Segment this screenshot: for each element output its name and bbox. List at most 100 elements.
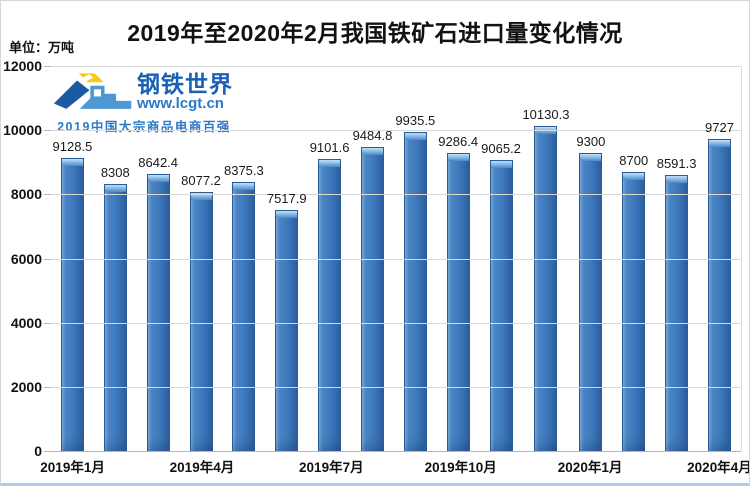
bar-slot: 9128.5 <box>51 66 94 451</box>
unit-label: 单位：万吨 <box>9 40 75 55</box>
gridline <box>51 194 741 196</box>
bar <box>622 171 646 451</box>
logo-brand: 钢铁世界 <box>137 70 233 97</box>
gridline <box>51 386 741 388</box>
x-axis-tick-label: 2019年10月 <box>424 460 497 475</box>
plot-area: 9128.5 8308 8642.4 8077.2 8375.3 7517.9 9101.6… <box>44 66 742 452</box>
bar-slot: 8308 <box>94 66 137 451</box>
bar-value-label: 9101.6 <box>309 140 350 155</box>
bar <box>489 160 513 451</box>
y-axis-tick-label: 2000 <box>10 378 42 395</box>
bar-slot: 8375.3 <box>222 66 265 451</box>
bar-cap <box>319 160 341 167</box>
bar <box>707 138 731 451</box>
bar-cap <box>708 139 730 147</box>
bar-value-label: 8077.2 <box>181 172 221 188</box>
y-axis-tick-label: 10000 <box>3 122 42 139</box>
bar-cap <box>580 153 602 161</box>
bar-cap <box>447 154 469 162</box>
bar-slot: 9935.5 <box>394 66 437 451</box>
x-axis-tick-label: 2020年4月 <box>687 460 750 475</box>
bar-value-label: 9286.4 <box>438 134 479 150</box>
bar <box>446 153 470 451</box>
bar-cap <box>361 147 383 155</box>
x-axis-labels: 2019年1月 2019年4月 2019年7月 2019年10月 2020年1月 2020… <box>40 456 749 475</box>
bar-slot: 8700 <box>612 66 655 451</box>
bar-cap <box>276 210 298 218</box>
x-axis-tick-label: 2020年1月 <box>557 460 623 475</box>
bar-cap <box>666 176 688 184</box>
bar <box>232 182 256 451</box>
bar-slot: 9300 <box>569 66 612 451</box>
bar <box>360 146 384 451</box>
gridline <box>51 258 741 260</box>
bar-value-label: 9128.5 <box>52 139 93 155</box>
bar-cap <box>490 161 512 169</box>
bar-slot: 10130.3 <box>522 66 569 451</box>
bar-cap <box>623 172 645 180</box>
y-axis-tick-label: 0 <box>34 443 42 459</box>
bar-slot: 9065.2 <box>480 66 523 451</box>
y-axis-tick-label: 4000 <box>10 314 42 331</box>
bar-slot: 9484.8 <box>351 66 394 451</box>
y-axis-tick-label: 6000 <box>10 250 42 267</box>
bar-value-label: 8375.3 <box>223 163 264 179</box>
bar <box>146 173 170 451</box>
bar-cap <box>147 174 169 182</box>
bar-value-label: 9727 <box>705 119 734 135</box>
lcgt-mountain-logo-icon <box>53 71 133 113</box>
y-axis-tickmark <box>44 322 51 324</box>
x-axis-tick-label: 2019年4月 <box>169 460 235 475</box>
bars-row: 9128.5 8308 8642.4 8077.2 8375.3 7517.9 9101.6… <box>51 66 741 451</box>
y-axis-tickmark <box>44 451 51 452</box>
gridline <box>51 130 741 132</box>
bar <box>189 191 213 451</box>
bar-value-label: 8591.3 <box>656 156 697 172</box>
bar <box>665 175 689 451</box>
bar-value-label: 9065.2 <box>481 141 521 157</box>
bar <box>534 126 558 451</box>
chart-title: 2019年至2020年2月我国铁矿石进口量变化情况 <box>127 20 623 46</box>
bar-value-label: 9300 <box>576 133 606 149</box>
y-axis-tick-label: 12000 <box>3 58 42 74</box>
bar-slot: 9727 <box>698 66 741 451</box>
gridline <box>51 451 741 452</box>
bar-value-label: 9935.5 <box>395 113 436 129</box>
bar-slot: 8591.3 <box>655 66 698 451</box>
gridline <box>51 322 741 324</box>
bar-value-label: 8308 <box>100 165 130 181</box>
bar-slot: 7517.9 <box>265 66 308 451</box>
bar-slot: 8642.4 <box>137 66 180 451</box>
bar <box>318 159 342 451</box>
gridline <box>51 66 741 67</box>
bar-cap <box>190 192 212 200</box>
y-axis-tickmark <box>44 194 51 196</box>
x-axis-tick-label: 2019年7月 <box>299 460 364 475</box>
bar-cap <box>61 159 83 167</box>
x-axis-tick-label: 2019年1月 <box>40 460 105 475</box>
bar-slot: 9101.6 <box>308 66 351 451</box>
y-axis-labels: 0 2000 4000 6000 8000 10000 12000 <box>1 58 45 459</box>
bar-slot: 8077.2 <box>180 66 223 451</box>
y-axis-tick-label: 8000 <box>10 186 42 203</box>
bar <box>60 158 84 451</box>
bar <box>579 152 603 451</box>
bar-value-label: 8642.4 <box>138 154 179 170</box>
bar-cap <box>233 183 255 191</box>
bar-value-label: 9484.8 <box>352 127 393 143</box>
bar-cap <box>104 185 126 193</box>
y-axis-tickmark <box>44 66 51 67</box>
bar <box>103 184 127 451</box>
bar <box>403 132 427 451</box>
bar-value-label: 7517.9 <box>266 190 307 206</box>
y-axis-tickmark <box>44 386 51 388</box>
bar-slot: 9286.4 <box>437 66 480 451</box>
bar-value-label: 10130.3 <box>522 107 570 122</box>
bar-cap <box>404 133 426 141</box>
logo-url: www.lcgt.cn <box>137 94 224 112</box>
y-axis-tickmark <box>44 130 51 132</box>
bar <box>275 209 299 451</box>
y-axis-tickmark <box>44 258 51 260</box>
bar-value-label: 8700 <box>619 152 649 168</box>
